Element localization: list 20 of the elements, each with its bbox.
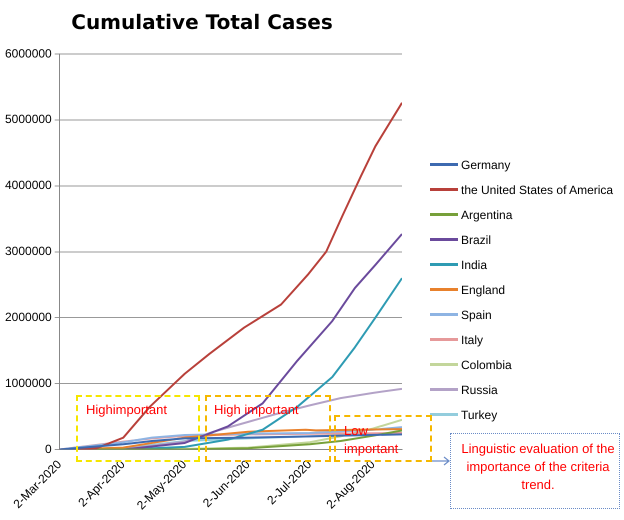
legend-label: Spain xyxy=(461,308,492,322)
y-tick-label: 1000000 xyxy=(5,376,52,390)
legend-label: Italy xyxy=(461,332,484,346)
y-tick-label: 5000000 xyxy=(5,112,52,126)
legend-label: Colombia xyxy=(461,358,512,372)
legend-label: Brazil xyxy=(461,232,492,246)
y-tick-label: 4000000 xyxy=(5,178,52,192)
legend-label: Turkey xyxy=(461,408,498,422)
text: Linguistic evaluation of the importance of the criteria trend. xyxy=(460,440,616,494)
legend-label: Germany xyxy=(461,158,510,172)
legend-label: India xyxy=(461,258,488,272)
y-tick-label: 3000000 xyxy=(5,244,52,258)
y-tick-label: 0 xyxy=(45,442,52,456)
y-tick-label: 6000000 xyxy=(5,46,52,60)
legend-label: Argentina xyxy=(461,208,512,222)
legend-label: the United States of America xyxy=(461,182,614,196)
legend-label: Russia xyxy=(461,382,498,396)
legend-label: England xyxy=(461,282,506,296)
chart-title: Cumulative Total Cases xyxy=(71,10,333,34)
y-tick-label: 2000000 xyxy=(5,310,52,324)
